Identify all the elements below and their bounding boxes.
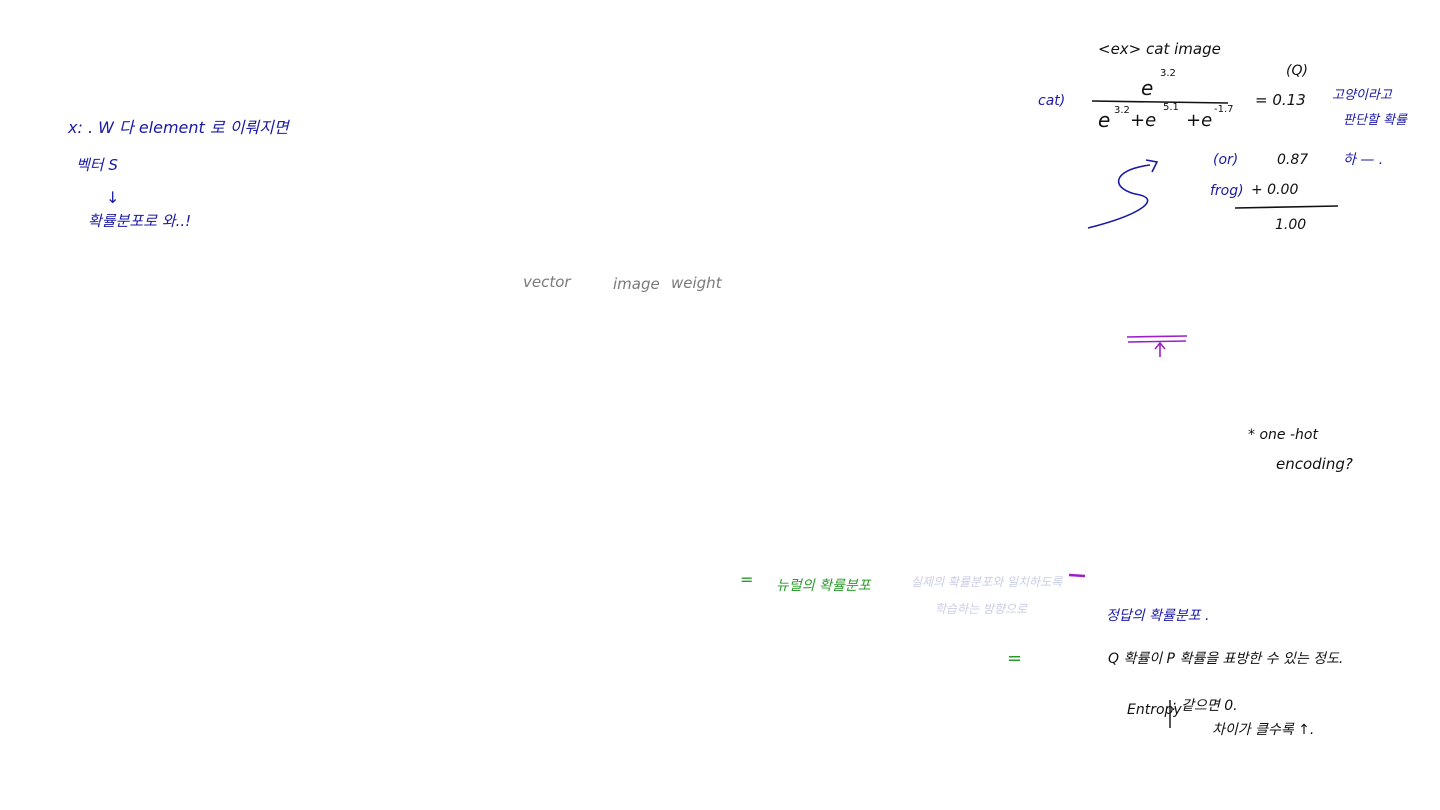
numerator-e: e	[1141, 76, 1154, 100]
purple-bar-top	[1126, 335, 1188, 338]
entropy-same: : 같으면 0.	[1172, 698, 1238, 714]
purple-bar-bottom	[1127, 340, 1187, 343]
cat-label: cat)	[1038, 93, 1066, 109]
car-value: 0.87	[1277, 152, 1309, 168]
q-label: (Q)	[1286, 63, 1308, 79]
left-note-arrow: ↓	[106, 188, 120, 207]
faded-text-2: 학습하는 방향으로	[935, 602, 1028, 616]
denominator-exp2: 5.1	[1163, 102, 1179, 113]
label-image: image	[613, 275, 660, 293]
label-weight: weight	[671, 274, 722, 292]
denominator-plus2: +e	[1186, 110, 1213, 131]
car-label: (or)	[1213, 152, 1239, 168]
equals-1: =	[740, 570, 754, 589]
example-title: <ex> cat image	[1098, 40, 1221, 58]
answer-distribution: 정답의 확률분포 .	[1106, 608, 1210, 624]
one-hot-line2: encoding?	[1276, 455, 1353, 473]
denominator-e1: e	[1098, 108, 1111, 132]
equals-2: =	[1007, 648, 1023, 669]
one-hot-line1: * one -hot	[1248, 427, 1318, 443]
sum-value: 1.00	[1275, 217, 1307, 233]
entropy-diff: 차이가 클수록 ↑.	[1212, 722, 1315, 738]
left-note-line1: x: . W 다 element 로 이뤄지면	[68, 118, 289, 137]
sum-line	[1234, 205, 1339, 209]
entropy-label: Entropy	[1127, 702, 1182, 718]
purple-up-arrow	[1154, 341, 1166, 357]
side-note-1: 고양이라고	[1332, 88, 1392, 103]
frog-value: + 0.00	[1251, 182, 1299, 198]
car-suffix: 하 — .	[1343, 152, 1384, 168]
left-note-line2: 벡터 S	[76, 156, 118, 174]
frog-label: frog)	[1210, 183, 1244, 199]
q-p-note: Q 확률이 P 확률을 표방한 수 있는 정도.	[1108, 651, 1344, 667]
faded-text-1: 실제의 확률분포와 일치하도록	[911, 575, 1063, 589]
purple-dash	[1068, 573, 1086, 578]
green-text: 뉴럴의 확률분포	[776, 578, 871, 594]
denominator-exp1: 3.2	[1114, 105, 1130, 116]
cat-result: = 0.13	[1255, 91, 1306, 109]
s-arrow-stroke	[1087, 164, 1151, 229]
numerator-exp: 3.2	[1160, 68, 1176, 79]
left-note-line3: 확률분포로 와..!	[88, 212, 192, 230]
label-vector: vector	[523, 273, 571, 291]
side-note-2: 판단할 확률	[1343, 113, 1407, 128]
s-arrow-head	[1145, 159, 1159, 173]
denominator-exp3: -1.7	[1214, 104, 1234, 115]
denominator-plus1: +e	[1130, 110, 1157, 131]
fraction-bar	[1091, 100, 1229, 104]
